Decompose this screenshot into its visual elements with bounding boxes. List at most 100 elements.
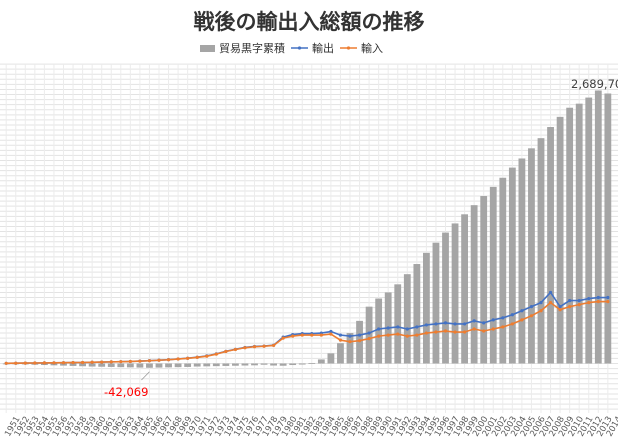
surplus-bar — [337, 343, 344, 364]
import-point — [33, 361, 37, 365]
import-point — [205, 354, 209, 358]
export-point — [529, 305, 534, 309]
import-point — [529, 314, 534, 318]
export-point — [415, 325, 419, 329]
surplus-bar — [585, 97, 593, 364]
surplus-bar — [117, 363, 125, 368]
import-point — [281, 336, 285, 340]
surplus-bar — [594, 90, 602, 364]
surplus-bar — [461, 214, 468, 364]
legend-label-import: 輸入 — [361, 42, 383, 55]
surplus-bar — [394, 284, 402, 364]
import-point — [243, 346, 247, 350]
import-point — [558, 308, 562, 312]
import-point — [482, 329, 486, 333]
line-series-import — [4, 299, 610, 365]
annotation-max-label: 2,689,70 — [571, 77, 618, 91]
legend-swatch-surplus — [200, 44, 215, 52]
import-point — [443, 329, 448, 333]
import-point — [81, 360, 85, 365]
surplus-bar — [107, 363, 115, 367]
import-point — [319, 333, 323, 337]
surplus-bar — [193, 363, 201, 367]
export-point — [587, 296, 591, 301]
export-point — [329, 329, 333, 334]
import-point — [329, 332, 333, 336]
export-point — [396, 325, 400, 329]
surplus-bar — [136, 363, 144, 368]
import-point — [166, 358, 171, 362]
export-point — [357, 333, 362, 337]
import-point — [568, 305, 572, 309]
export-point — [482, 321, 486, 325]
import-point — [147, 359, 152, 363]
import-point — [510, 322, 514, 326]
import-point — [338, 338, 343, 342]
import-point — [606, 299, 610, 304]
surplus-bar — [50, 363, 58, 366]
surplus-bar — [184, 363, 192, 367]
export-point — [491, 318, 495, 322]
export-point — [424, 323, 428, 327]
import-point — [4, 361, 8, 365]
import-point — [176, 357, 180, 361]
surplus-bar — [365, 306, 373, 364]
import-point — [52, 361, 56, 365]
surplus-bar — [518, 158, 526, 364]
surplus-bar — [308, 362, 316, 364]
import-point — [195, 355, 199, 360]
surplus-bar — [289, 363, 297, 366]
surplus-bar — [442, 232, 449, 364]
export-point — [606, 295, 610, 300]
import-point — [157, 358, 161, 362]
surplus-bar — [575, 103, 583, 364]
import-point — [463, 330, 467, 334]
surplus-bar — [413, 264, 421, 364]
surplus-bar — [480, 196, 488, 364]
import-point — [377, 334, 381, 338]
surplus-bar — [79, 363, 86, 367]
import-point — [367, 337, 371, 341]
import-point — [100, 360, 104, 364]
export-point — [510, 313, 514, 317]
surplus-bar — [279, 363, 287, 366]
import-point — [520, 318, 524, 322]
export-point — [338, 333, 343, 337]
export-point — [548, 290, 553, 295]
import-point — [386, 333, 390, 337]
x-axis-tick-labels: 1951195219531954195519561957195819591960… — [3, 415, 618, 439]
surplus-bar — [165, 363, 172, 368]
surplus-bar — [232, 363, 239, 366]
surplus-bar — [528, 148, 535, 364]
bar-series-surplus — [2, 90, 612, 368]
import-point — [109, 360, 113, 364]
import-point — [434, 330, 438, 334]
export-point — [463, 322, 467, 326]
surplus-bar — [489, 186, 497, 364]
surplus-bar — [88, 363, 96, 367]
surplus-bar — [241, 363, 249, 366]
surplus-bar — [432, 242, 440, 364]
import-point — [128, 359, 132, 364]
export-point — [453, 322, 457, 326]
import-point — [186, 356, 190, 360]
legend-label-export: 輸出 — [312, 42, 334, 55]
export-point — [501, 316, 505, 320]
export-point — [596, 295, 600, 300]
legend-item-export: 輸出 — [291, 40, 334, 56]
import-point — [224, 349, 228, 354]
import-point — [472, 327, 476, 331]
import-point — [501, 325, 505, 329]
surplus-bar — [146, 363, 153, 368]
import-point — [138, 359, 142, 363]
surplus-bar — [69, 363, 77, 366]
legend-item-surplus: 貿易黒字累積 — [200, 40, 285, 56]
legend-item-import: 輸入 — [340, 40, 383, 56]
surplus-bar — [317, 359, 325, 364]
import-point — [357, 339, 362, 343]
legend-line-import-icon — [340, 46, 357, 50]
import-point — [405, 334, 409, 338]
import-point — [300, 333, 304, 337]
